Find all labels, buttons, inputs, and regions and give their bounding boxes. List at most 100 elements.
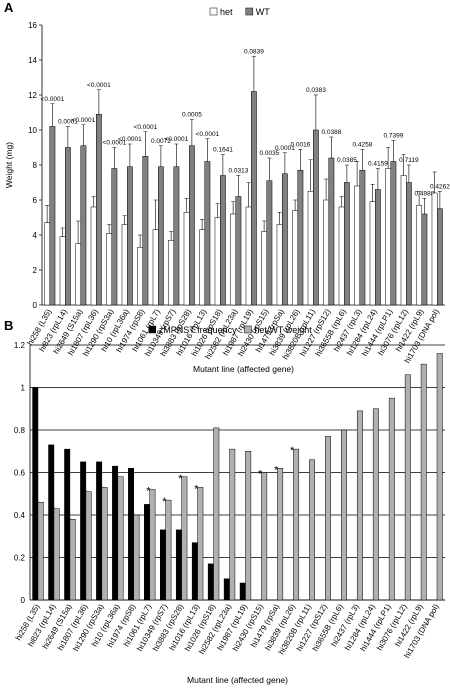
p-value-label: <0.0001 xyxy=(72,117,96,124)
y-tick-label: 1.2 xyxy=(14,341,26,350)
error-bar xyxy=(375,168,380,190)
bar xyxy=(245,206,252,306)
bar xyxy=(277,468,284,601)
y-tick-label: 16 xyxy=(28,21,37,30)
significance-star: * xyxy=(274,464,279,476)
error-bar xyxy=(76,220,81,244)
bar xyxy=(400,175,407,306)
p-value-label: <0.0001 xyxy=(41,96,65,103)
significance-star: * xyxy=(130,511,135,523)
bar xyxy=(437,208,443,306)
bar xyxy=(191,542,198,601)
error-bar xyxy=(267,157,272,181)
legend-swatch xyxy=(148,325,157,334)
error-bar xyxy=(107,224,112,234)
significance-star: * xyxy=(35,498,40,510)
error-bar xyxy=(91,196,96,207)
significance-star: * xyxy=(290,445,295,457)
bar xyxy=(59,236,66,306)
error-bar xyxy=(277,211,282,225)
error-bar xyxy=(200,218,205,230)
x-axis-title: Mutant line (affected gene) xyxy=(187,675,288,685)
p-value-label: 0.0016 xyxy=(290,141,310,148)
bar xyxy=(214,217,221,306)
bar xyxy=(420,363,427,601)
p-value-label: 0.4159 xyxy=(368,161,388,168)
error-bar xyxy=(138,234,143,248)
bar xyxy=(159,529,166,601)
error-bar xyxy=(401,154,406,176)
error-bar xyxy=(60,227,65,237)
y-tick-label: 0.2 xyxy=(14,554,26,563)
bar xyxy=(149,489,156,601)
error-bar xyxy=(251,56,256,92)
bar xyxy=(137,247,143,306)
bar xyxy=(158,166,164,306)
error-bar xyxy=(293,199,298,211)
legend-swatch xyxy=(245,7,254,16)
significance-star: * xyxy=(114,473,119,485)
bar xyxy=(369,201,376,306)
y-tick-label: 0.8 xyxy=(14,426,26,435)
bar xyxy=(421,213,428,306)
bar xyxy=(90,206,97,306)
bar xyxy=(229,448,236,601)
legend-label: het xyxy=(220,7,233,17)
bar xyxy=(344,182,350,306)
bar xyxy=(356,410,363,601)
bar xyxy=(416,205,423,306)
x-axis-title: Mutant line (affected gene) xyxy=(193,364,294,374)
bar xyxy=(121,224,128,306)
bar xyxy=(220,175,226,306)
error-bar xyxy=(355,161,360,186)
error-bar xyxy=(282,152,287,174)
p-value-label: 0.0388 xyxy=(321,129,341,136)
y-tick-label: 0.6 xyxy=(14,469,26,478)
y-tick-label: 1 xyxy=(21,384,26,393)
error-bar xyxy=(205,138,210,162)
bar xyxy=(388,397,395,601)
bar xyxy=(112,465,119,601)
error-bar xyxy=(158,145,163,167)
p-value-label: 0.4258 xyxy=(352,141,372,148)
significance-star: * xyxy=(194,483,199,495)
y-axis-title: Weight (mg) xyxy=(4,142,14,188)
bar xyxy=(49,126,56,306)
y-tick-label: 6 xyxy=(33,196,38,205)
p-value-label: 0.0383 xyxy=(306,87,326,94)
p-value-label: <0.0001 xyxy=(118,136,142,143)
bar xyxy=(385,168,392,306)
error-bar xyxy=(220,154,225,176)
legend-swatch xyxy=(244,325,252,334)
error-bar xyxy=(50,103,55,127)
p-value-label: <0.0001 xyxy=(87,82,111,89)
bar xyxy=(313,129,319,306)
bar xyxy=(282,173,288,306)
error-bar xyxy=(417,190,422,206)
y-tick-label: 0 xyxy=(21,596,26,605)
error-bar xyxy=(127,143,132,167)
bar xyxy=(261,472,268,601)
error-bar xyxy=(189,119,194,146)
bar xyxy=(245,451,252,601)
bar xyxy=(239,582,246,601)
bar xyxy=(323,199,330,306)
bar xyxy=(37,502,44,601)
bar xyxy=(75,243,82,306)
p-value-label: 0.4988 xyxy=(414,190,434,197)
error-bar xyxy=(153,199,158,230)
bar xyxy=(293,448,300,601)
legend-label: WT xyxy=(256,7,270,17)
significance-star: * xyxy=(146,486,151,498)
p-value-label: 0.0385 xyxy=(337,157,357,164)
y-tick-label: 2 xyxy=(33,266,38,275)
error-bar xyxy=(324,178,329,200)
bar xyxy=(133,514,140,601)
bar xyxy=(431,192,438,306)
bar xyxy=(338,206,345,306)
y-tick-label: 0.4 xyxy=(14,511,26,520)
p-value-label: 0.7119 xyxy=(399,157,419,164)
bar xyxy=(207,563,214,601)
bar xyxy=(111,168,118,306)
